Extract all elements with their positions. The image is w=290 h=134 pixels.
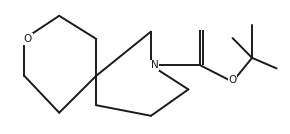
Text: O: O	[229, 75, 237, 85]
Text: O: O	[24, 34, 32, 44]
Text: N: N	[151, 60, 158, 70]
